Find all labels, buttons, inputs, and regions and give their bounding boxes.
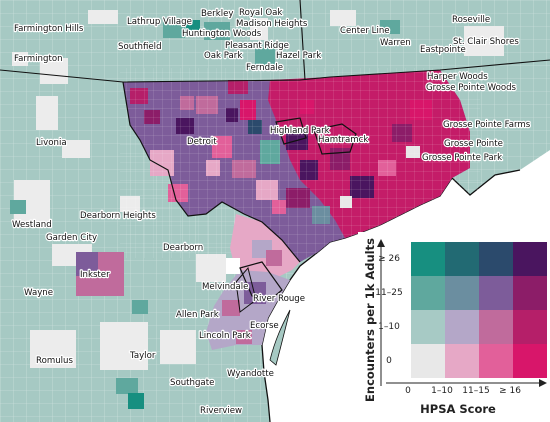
no-data-areas [12, 10, 504, 370]
legend-x-label-3: ≥ 16 [499, 386, 521, 396]
legend-x-arrow [386, 379, 547, 387]
dark-teal-tract [128, 393, 144, 409]
label-grosse-pointe-woods: Grosse Pointe Woods [426, 83, 517, 93]
label-lincoln-park: Lincoln Park [199, 331, 251, 341]
legend-cell-2-2 [479, 276, 513, 310]
place-labels: Farmington Hills Farmington Southfield L… [11, 7, 532, 417]
label-dearborn-heights: Dearborn Heights [80, 211, 156, 221]
label-hamtramck: Hamtramck [318, 135, 368, 145]
label-wayne: Wayne [24, 288, 53, 298]
legend-cell-1-1 [445, 310, 479, 344]
label-garden-city: Garden City [46, 233, 97, 243]
legend-cell-1-0 [411, 310, 445, 344]
label-grosse-pointe-park: Grosse Pointe Park [422, 153, 502, 163]
label-grosse-pointe-farms: Grosse Pointe Farms [443, 120, 531, 130]
label-southfield: Southfield [118, 42, 162, 52]
bivariate-legend: Encounters per 1k Adults ≥ 26 11–25 1–10… [358, 232, 550, 422]
label-pleasant-ridge: Pleasant Ridge [225, 41, 289, 51]
legend-cell-0-2 [479, 344, 513, 378]
legend-x-label-2: 11–15 [462, 386, 490, 396]
county-boundary [0, 59, 550, 83]
highland-park-boundary [275, 117, 307, 145]
label-farmington-hills: Farmington Hills [14, 24, 84, 34]
legend-cell-3-1 [445, 242, 479, 276]
detroit-boundary [122, 81, 301, 263]
legend-y-label-1: 1–10 [378, 322, 400, 332]
label-dearborn: Dearborn [163, 243, 203, 253]
label-riverview: Riverview [200, 406, 242, 416]
legend-x-label-0: 0 [405, 386, 411, 396]
fighting-island [269, 309, 291, 366]
label-royal-oak: Royal Oak [239, 8, 282, 18]
label-melvindale: Melvindale [202, 282, 248, 292]
legend-y-label-0: 0 [386, 356, 392, 366]
label-highland-park: Highland Park [270, 126, 330, 136]
legend-cell-2-3 [513, 276, 547, 310]
county-boundary [299, 0, 306, 81]
legend-y-label-2: 11–25 [375, 288, 403, 298]
legend-cell-2-1 [445, 276, 479, 310]
detroit-road-grid [120, 68, 480, 258]
label-ferndale: Ferndale [246, 63, 283, 73]
label-harper-woods: Harper Woods [427, 72, 488, 82]
inkster-tract [76, 252, 98, 276]
label-taylor: Taylor [129, 351, 156, 361]
label-westland: Westland [12, 220, 52, 230]
legend-cell-1-3 [513, 310, 547, 344]
label-warren: Warren [380, 38, 411, 48]
label-hazel-park: Hazel Park [276, 51, 321, 61]
legend-cell-1-2 [479, 310, 513, 344]
label-huntington-woods: Huntington Woods [182, 29, 262, 39]
label-ecorse: Ecorse [250, 321, 279, 331]
label-wyandotte: Wyandotte [227, 369, 274, 379]
label-romulus: Romulus [36, 356, 73, 366]
label-eastpointe: Eastpointe [420, 45, 466, 55]
legend-cell-3-3 [513, 242, 547, 276]
label-detroit: Detroit [187, 137, 217, 147]
label-grosse-pointe: Grosse Pointe [444, 139, 503, 149]
legend-cell-0-1 [445, 344, 479, 378]
legend-cell-3-0 [411, 242, 445, 276]
label-st-clair-shores: St. Clair Shores [453, 37, 519, 47]
downriver-tracts [206, 214, 300, 350]
legend-x-title: HPSA Score [420, 402, 496, 416]
label-madison-heights: Madison Heights [236, 19, 308, 29]
river-rouge-boundary [239, 261, 283, 301]
label-farmington: Farmington [14, 54, 63, 64]
legend-grid [411, 242, 547, 378]
label-inkster: Inkster [80, 270, 110, 280]
dark-teal-tract [186, 20, 200, 34]
label-oak-park: Oak Park [204, 51, 242, 61]
legend-x-label-1: 1–10 [431, 386, 453, 396]
label-lathrup-village: Lathrup Village [127, 17, 192, 27]
legend-cell-0-0 [411, 344, 445, 378]
label-river-rouge: River Rouge [253, 294, 305, 304]
label-center-line: Center Line [340, 26, 390, 36]
label-allen-park: Allen Park [176, 310, 219, 320]
label-berkley: Berkley [201, 9, 233, 19]
melvindale-boundary [235, 266, 257, 313]
hamtramck-boundary [313, 123, 357, 155]
label-roseville: Roseville [452, 15, 490, 25]
legend-cell-2-0 [411, 276, 445, 310]
legend-cell-0-3 [513, 344, 547, 378]
label-southgate: Southgate [170, 378, 214, 388]
legend-y-arrow [377, 239, 385, 386]
legend-cell-3-2 [479, 242, 513, 276]
legend-y-label-3: ≥ 26 [378, 254, 400, 264]
label-livonia: Livonia [36, 138, 67, 148]
